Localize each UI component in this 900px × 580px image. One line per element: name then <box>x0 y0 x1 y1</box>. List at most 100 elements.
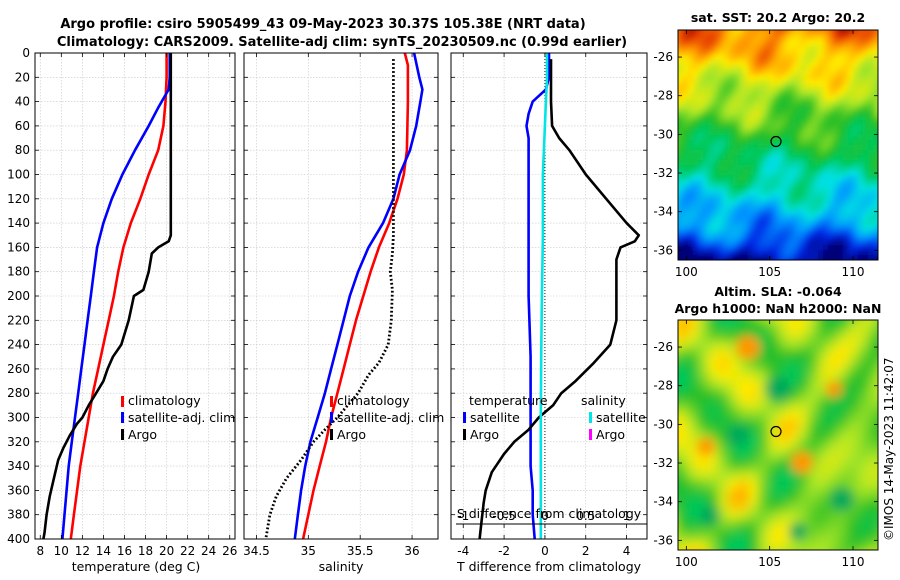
map-cell <box>708 215 714 221</box>
map-cell <box>778 255 784 260</box>
map-cell <box>803 45 809 51</box>
map-cell <box>688 65 694 71</box>
map-cell <box>768 95 774 101</box>
map-cell <box>718 50 724 56</box>
map-cell <box>828 195 834 201</box>
map-cell <box>883 265 889 271</box>
map-cell <box>838 380 849 391</box>
map-cell <box>748 250 754 256</box>
map-cell <box>868 35 874 41</box>
map-cell <box>838 155 844 161</box>
map-cell <box>868 70 874 76</box>
map-cell <box>873 195 878 201</box>
map-cell <box>838 70 844 76</box>
map-cell <box>748 240 754 246</box>
map-cell <box>763 185 769 191</box>
map-cell <box>828 350 839 361</box>
map-cell <box>738 390 749 401</box>
map-cell <box>703 195 709 201</box>
map-cell <box>728 400 739 411</box>
map-cell <box>738 50 744 56</box>
map-cell <box>698 490 709 501</box>
map-cell <box>798 95 804 101</box>
map-cell <box>753 150 759 156</box>
map-cell <box>813 235 819 241</box>
map-cell <box>848 450 859 461</box>
y-tick-label: 340 <box>7 459 30 473</box>
map-cell <box>803 245 809 251</box>
map-cell <box>678 320 679 331</box>
map-cell <box>843 160 849 166</box>
map-cell <box>833 255 839 260</box>
map-cell <box>848 245 854 251</box>
map-cell <box>863 235 869 241</box>
map-cell <box>803 60 809 66</box>
map-cell <box>713 255 719 260</box>
map-cell <box>868 330 878 341</box>
map-cell <box>723 190 729 196</box>
map-cell <box>768 80 774 86</box>
map-cell <box>848 185 854 191</box>
map-cell <box>813 170 819 176</box>
map-cell <box>683 180 689 186</box>
map-cell <box>843 120 849 126</box>
map-cell <box>778 245 784 251</box>
map-cell <box>848 195 854 201</box>
map-cell <box>688 175 694 181</box>
map-cell <box>818 205 824 211</box>
map-cell <box>753 230 759 236</box>
map-cell <box>728 140 734 146</box>
map-cell <box>823 255 829 260</box>
map-cell <box>723 85 729 91</box>
map-cell <box>788 370 799 381</box>
map-cell <box>868 90 874 96</box>
map-cell <box>723 145 729 151</box>
map-cell <box>753 250 759 256</box>
map-cell <box>703 65 709 71</box>
map-cell <box>718 185 724 191</box>
map-cell <box>768 470 779 481</box>
map-cell <box>758 100 764 106</box>
map-cell <box>778 490 789 501</box>
map-cell <box>788 80 794 86</box>
map-cell <box>873 55 878 61</box>
map-cell <box>708 45 714 51</box>
map-cell <box>878 215 884 221</box>
map-cell <box>723 45 729 51</box>
map-cell <box>798 380 809 391</box>
map-cell <box>753 155 759 161</box>
map-cell <box>693 35 699 41</box>
map-cell <box>803 135 809 141</box>
map-cell <box>768 440 779 451</box>
map-cell <box>783 35 789 41</box>
map-cell <box>718 550 729 561</box>
map-cell <box>703 60 709 66</box>
map-cell <box>688 135 694 141</box>
map-cell <box>813 140 819 146</box>
map-cell <box>848 80 854 86</box>
map-cell <box>748 175 754 181</box>
map-cell <box>693 60 699 66</box>
map-cell <box>838 200 844 206</box>
temperature-xlabel: temperature (deg C) <box>72 559 201 574</box>
map-cell <box>833 75 839 81</box>
map-cell <box>728 160 734 166</box>
map-cell <box>858 220 864 226</box>
map-cell <box>853 225 859 231</box>
map-cell <box>753 125 759 131</box>
map-cell <box>733 80 739 86</box>
map-cell <box>863 155 869 161</box>
map-cell <box>848 420 859 431</box>
map-cell <box>868 125 874 131</box>
map-cell <box>743 170 749 176</box>
map-cell <box>668 155 674 161</box>
map-cell <box>773 55 779 61</box>
map-cell <box>828 95 834 101</box>
map-cell <box>783 95 789 101</box>
map-cell <box>803 225 809 231</box>
map-cell <box>848 180 854 186</box>
map-cell <box>843 110 849 116</box>
map-cell <box>808 130 814 136</box>
map-cell <box>828 90 834 96</box>
map-cell <box>703 230 709 236</box>
